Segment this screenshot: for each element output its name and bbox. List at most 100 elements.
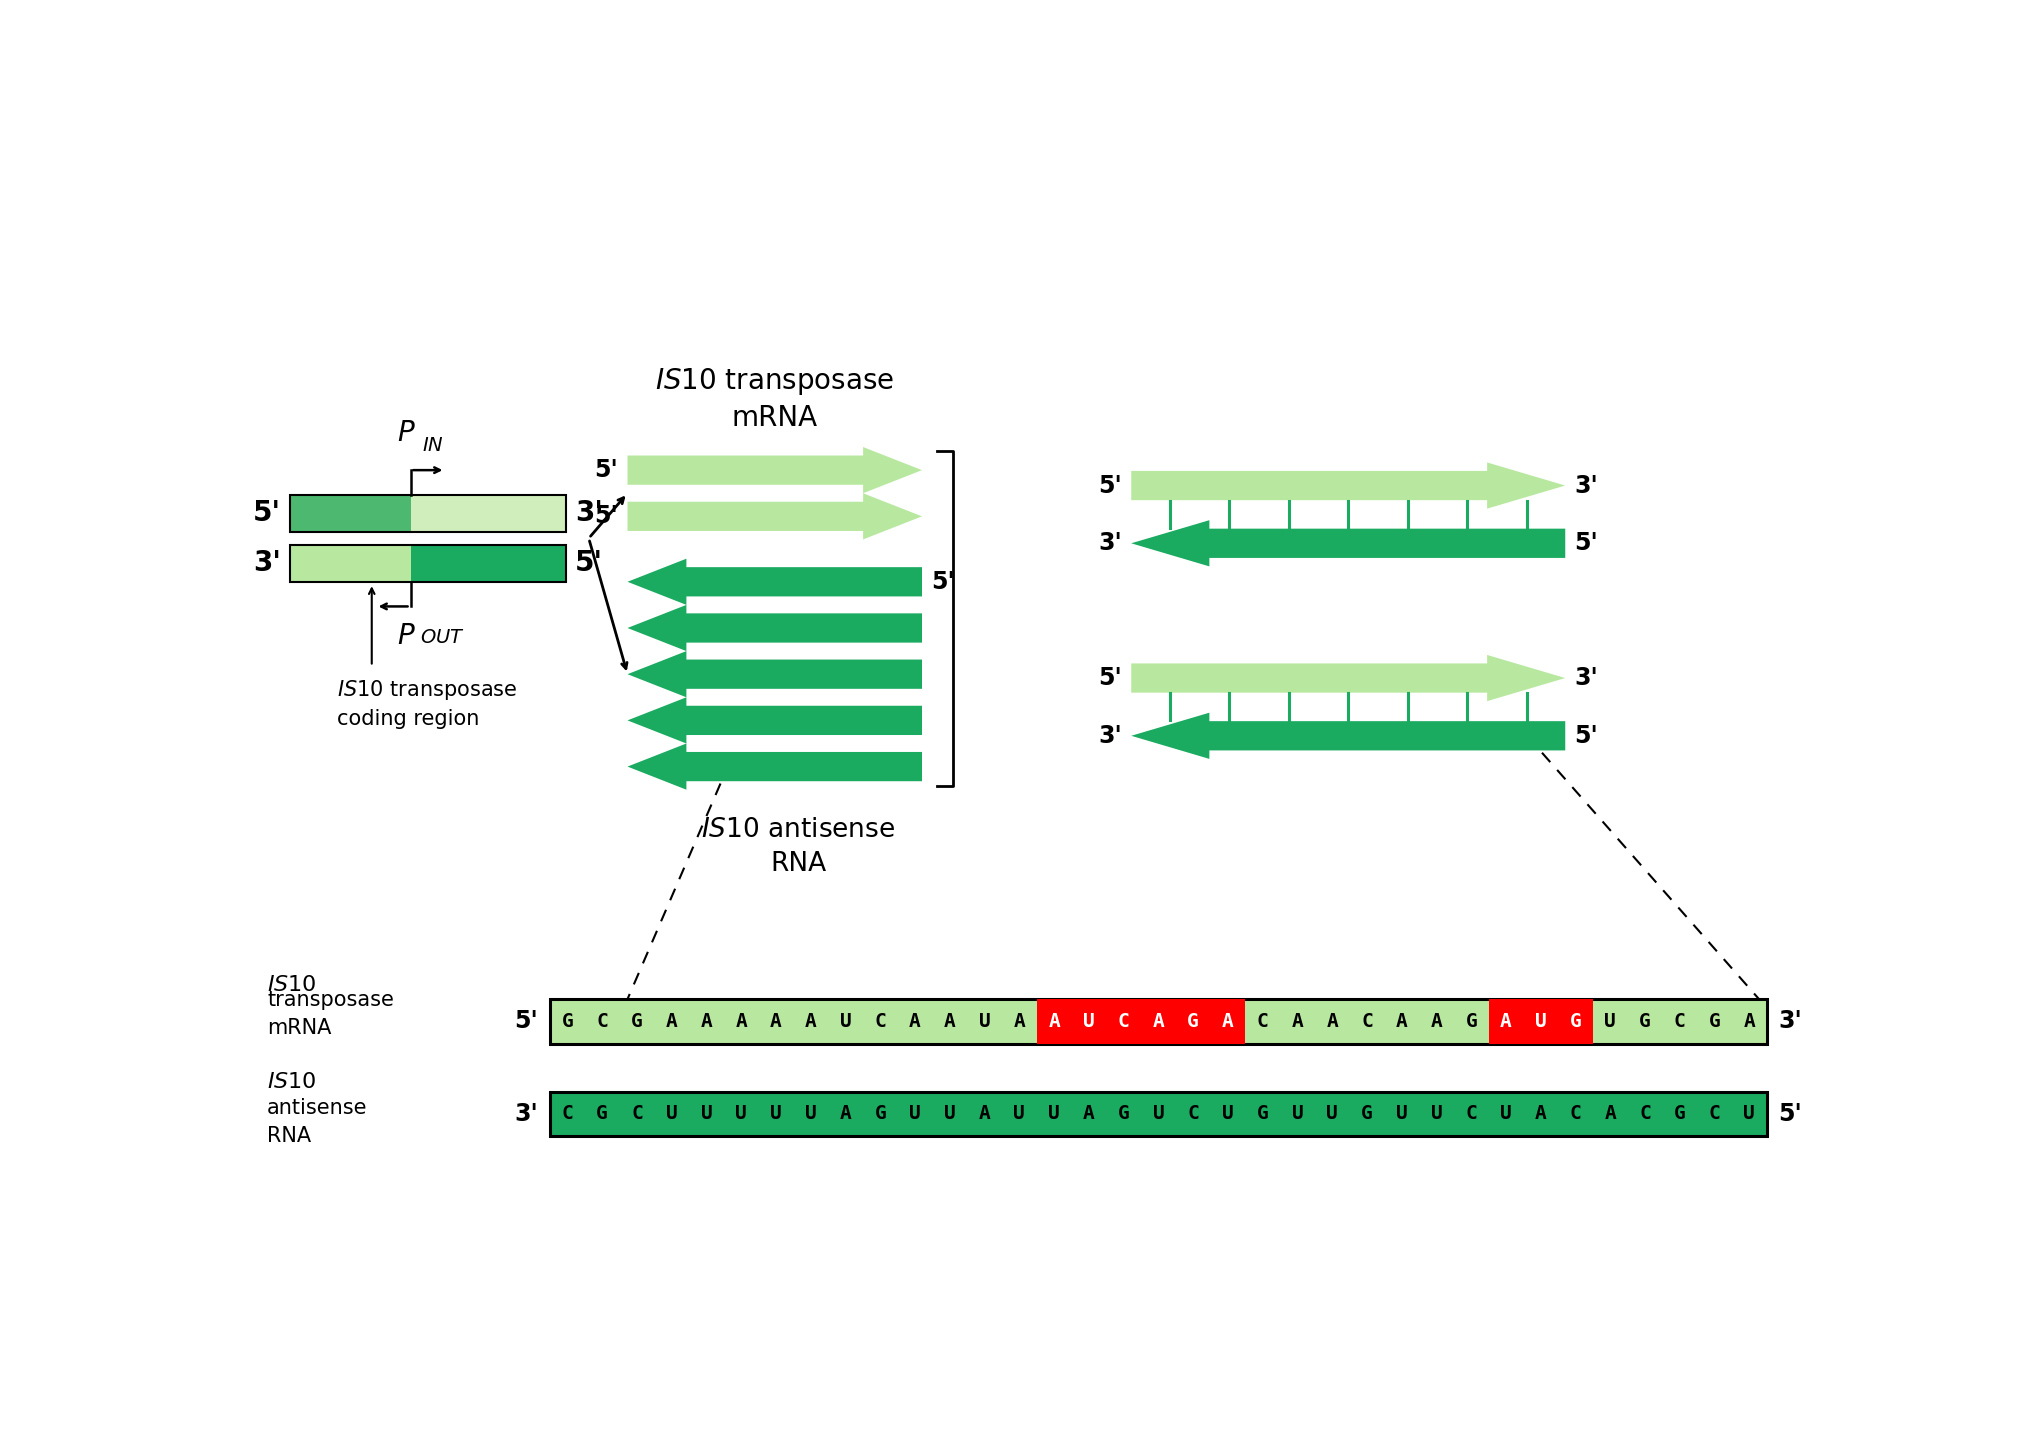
Text: C: C (1188, 1104, 1200, 1124)
Text: U: U (1744, 1104, 1756, 1124)
Text: A: A (771, 1012, 783, 1030)
Text: U: U (805, 1104, 818, 1124)
Text: 5': 5' (253, 499, 282, 527)
Text: U: U (666, 1104, 677, 1124)
Text: U: U (1500, 1104, 1513, 1124)
Text: 3': 3' (253, 549, 282, 578)
Text: A: A (1396, 1012, 1408, 1030)
Text: U: U (1049, 1104, 1061, 1124)
Text: 3': 3' (1778, 1010, 1803, 1033)
Bar (1036, 999, 1245, 1043)
Text: C: C (597, 1012, 607, 1030)
Bar (290, 545, 566, 582)
Text: A: A (736, 1012, 746, 1030)
Text: G: G (1188, 1012, 1200, 1030)
Text: C: C (1639, 1104, 1652, 1124)
Text: U: U (1222, 1104, 1235, 1124)
Text: G: G (1570, 1012, 1582, 1030)
Text: transposase: transposase (268, 990, 394, 1010)
Text: C: C (1674, 1012, 1686, 1030)
Polygon shape (628, 559, 922, 605)
Text: G: G (562, 1012, 572, 1030)
Text: $\mathit{IS10}$: $\mathit{IS10}$ (268, 976, 317, 996)
Text: A: A (1049, 1012, 1061, 1030)
Text: G: G (875, 1104, 887, 1124)
Text: RNA: RNA (268, 1127, 311, 1146)
Text: C: C (1709, 1104, 1721, 1124)
Text: A: A (1327, 1012, 1339, 1030)
Text: 5': 5' (595, 458, 617, 483)
Text: G: G (1466, 1012, 1478, 1030)
Polygon shape (628, 447, 922, 493)
Bar (290, 494, 566, 532)
Text: A: A (840, 1104, 852, 1124)
Text: A: A (910, 1012, 922, 1030)
Text: C: C (1257, 1012, 1269, 1030)
Polygon shape (628, 744, 922, 790)
Text: mRNA: mRNA (268, 1019, 331, 1039)
Text: A: A (944, 1012, 957, 1030)
Text: U: U (701, 1104, 711, 1124)
Text: C: C (1466, 1104, 1478, 1124)
Text: C: C (1570, 1104, 1582, 1124)
Text: G: G (1674, 1104, 1686, 1124)
Text: U: U (1083, 1012, 1096, 1030)
Text: RNA: RNA (771, 852, 826, 878)
Text: U: U (1605, 1012, 1617, 1030)
Text: A: A (1014, 1012, 1026, 1030)
Text: A: A (701, 1012, 711, 1030)
Text: A: A (979, 1104, 991, 1124)
Text: G: G (597, 1104, 607, 1124)
Text: U: U (1153, 1104, 1165, 1124)
Polygon shape (1130, 713, 1566, 759)
Text: A: A (1535, 1104, 1547, 1124)
Text: $\mathit{P}$: $\mathit{P}$ (397, 419, 417, 447)
Text: G: G (1639, 1012, 1652, 1030)
Text: U: U (840, 1012, 852, 1030)
Text: C: C (1361, 1012, 1374, 1030)
Bar (290, 494, 566, 532)
Text: A: A (1744, 1012, 1756, 1030)
Text: U: U (1292, 1104, 1304, 1124)
Bar (1488, 999, 1592, 1043)
Text: U: U (979, 1012, 991, 1030)
Text: 5': 5' (1574, 532, 1598, 555)
Text: C: C (875, 1012, 887, 1030)
Polygon shape (628, 697, 922, 744)
Text: A: A (1153, 1012, 1165, 1030)
Text: 3': 3' (1098, 532, 1122, 555)
Bar (290, 545, 566, 582)
Text: $\mathit{P}$: $\mathit{P}$ (397, 623, 417, 650)
Bar (290, 494, 411, 532)
Text: U: U (1396, 1104, 1408, 1124)
Text: $\mathit{IS10}$ transposase: $\mathit{IS10}$ transposase (656, 366, 895, 396)
Text: U: U (1327, 1104, 1339, 1124)
Bar (411, 545, 566, 582)
Bar (550, 1091, 1766, 1136)
Text: A: A (1431, 1012, 1443, 1030)
Bar (550, 999, 1766, 1043)
Text: 5': 5' (1098, 666, 1122, 690)
Text: $\mathit{IS10}$: $\mathit{IS10}$ (268, 1072, 317, 1092)
Text: 3': 3' (1574, 666, 1598, 690)
Text: 5': 5' (574, 549, 603, 578)
Text: A: A (1605, 1104, 1617, 1124)
Text: A: A (1292, 1012, 1304, 1030)
Text: 5': 5' (595, 504, 617, 529)
Text: A: A (1500, 1012, 1513, 1030)
Text: U: U (771, 1104, 783, 1124)
Text: U: U (944, 1104, 957, 1124)
Text: A: A (1083, 1104, 1096, 1124)
Text: $\mathit{IS10}$ transposase: $\mathit{IS10}$ transposase (337, 679, 517, 702)
Text: U: U (1431, 1104, 1443, 1124)
Text: $\mathit{IN}$: $\mathit{IN}$ (423, 435, 444, 455)
Text: A: A (805, 1012, 818, 1030)
Text: G: G (1118, 1104, 1130, 1124)
Polygon shape (1130, 656, 1566, 702)
Text: 3': 3' (1574, 474, 1598, 497)
Text: 5': 5' (515, 1010, 538, 1033)
Text: 5': 5' (1778, 1102, 1803, 1125)
Text: G: G (632, 1012, 642, 1030)
Text: G: G (1709, 1012, 1721, 1030)
Text: mRNA: mRNA (732, 403, 818, 432)
